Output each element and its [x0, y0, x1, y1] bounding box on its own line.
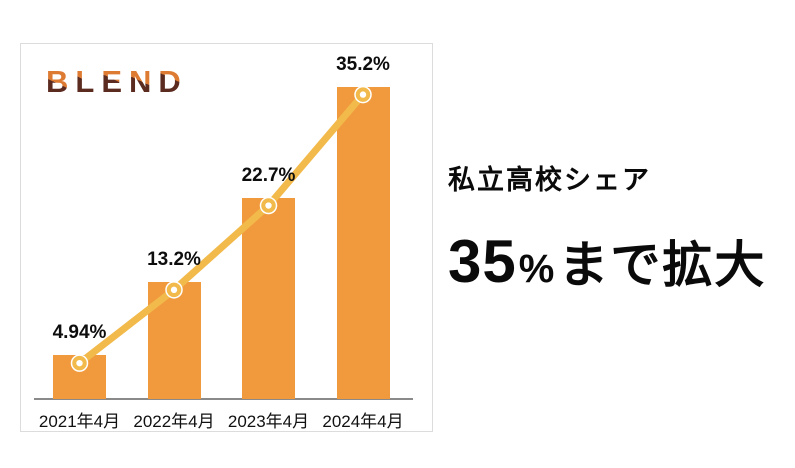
headline-main: 35 % まで拡大	[448, 225, 766, 297]
bar-value-label: 35.2%	[336, 53, 390, 75]
share-chart: 4.94% 13.2% 22.7% 35.2% 2021年4月 2022年4月 2023年4…	[21, 44, 432, 431]
share-bar	[336, 86, 390, 399]
x-axis-label: 2021年4月	[38, 412, 121, 431]
bar-value-label: 13.2%	[147, 248, 201, 270]
trend-marker-dot-icon	[170, 286, 178, 294]
headline-percent-sign: %	[518, 247, 555, 291]
trend-marker-dot-icon	[265, 202, 272, 209]
blend-logo-letter: E	[101, 64, 130, 99]
trend-marker-dot-icon	[76, 359, 83, 367]
bar-value-label: 22.7%	[241, 164, 296, 186]
x-axis-label: 2022年4月	[133, 412, 215, 431]
x-axis-line	[34, 398, 413, 400]
headline-subtitle: 私立高校シェア	[448, 165, 651, 195]
share-bar	[242, 197, 295, 399]
blend-logo-letter: D	[158, 64, 188, 99]
x-axis-label: 2023年4月	[227, 412, 310, 431]
headline-value: 35	[448, 228, 517, 295]
x-axis-label: 2024年4月	[322, 412, 404, 431]
headline: 私立高校シェア 35 % まで拡大	[448, 158, 766, 297]
blend-logo-letter: N	[129, 64, 159, 99]
trend-line-layer	[70, 85, 372, 372]
trend-marker-dot-icon	[359, 91, 367, 98]
chart-card: BLEND 4.94% 13.2% 22.7% 35.2% 2021年4月 2022年4月…	[20, 43, 433, 432]
headline-suffix: まで拡大	[558, 237, 767, 293]
blend-logo-letter: L	[75, 64, 102, 99]
trend-line	[76, 91, 367, 367]
bar-value-label: 4.94%	[52, 322, 107, 344]
blend-logo-letter: B	[46, 64, 76, 99]
blend-logo: BLEND	[46, 66, 188, 97]
